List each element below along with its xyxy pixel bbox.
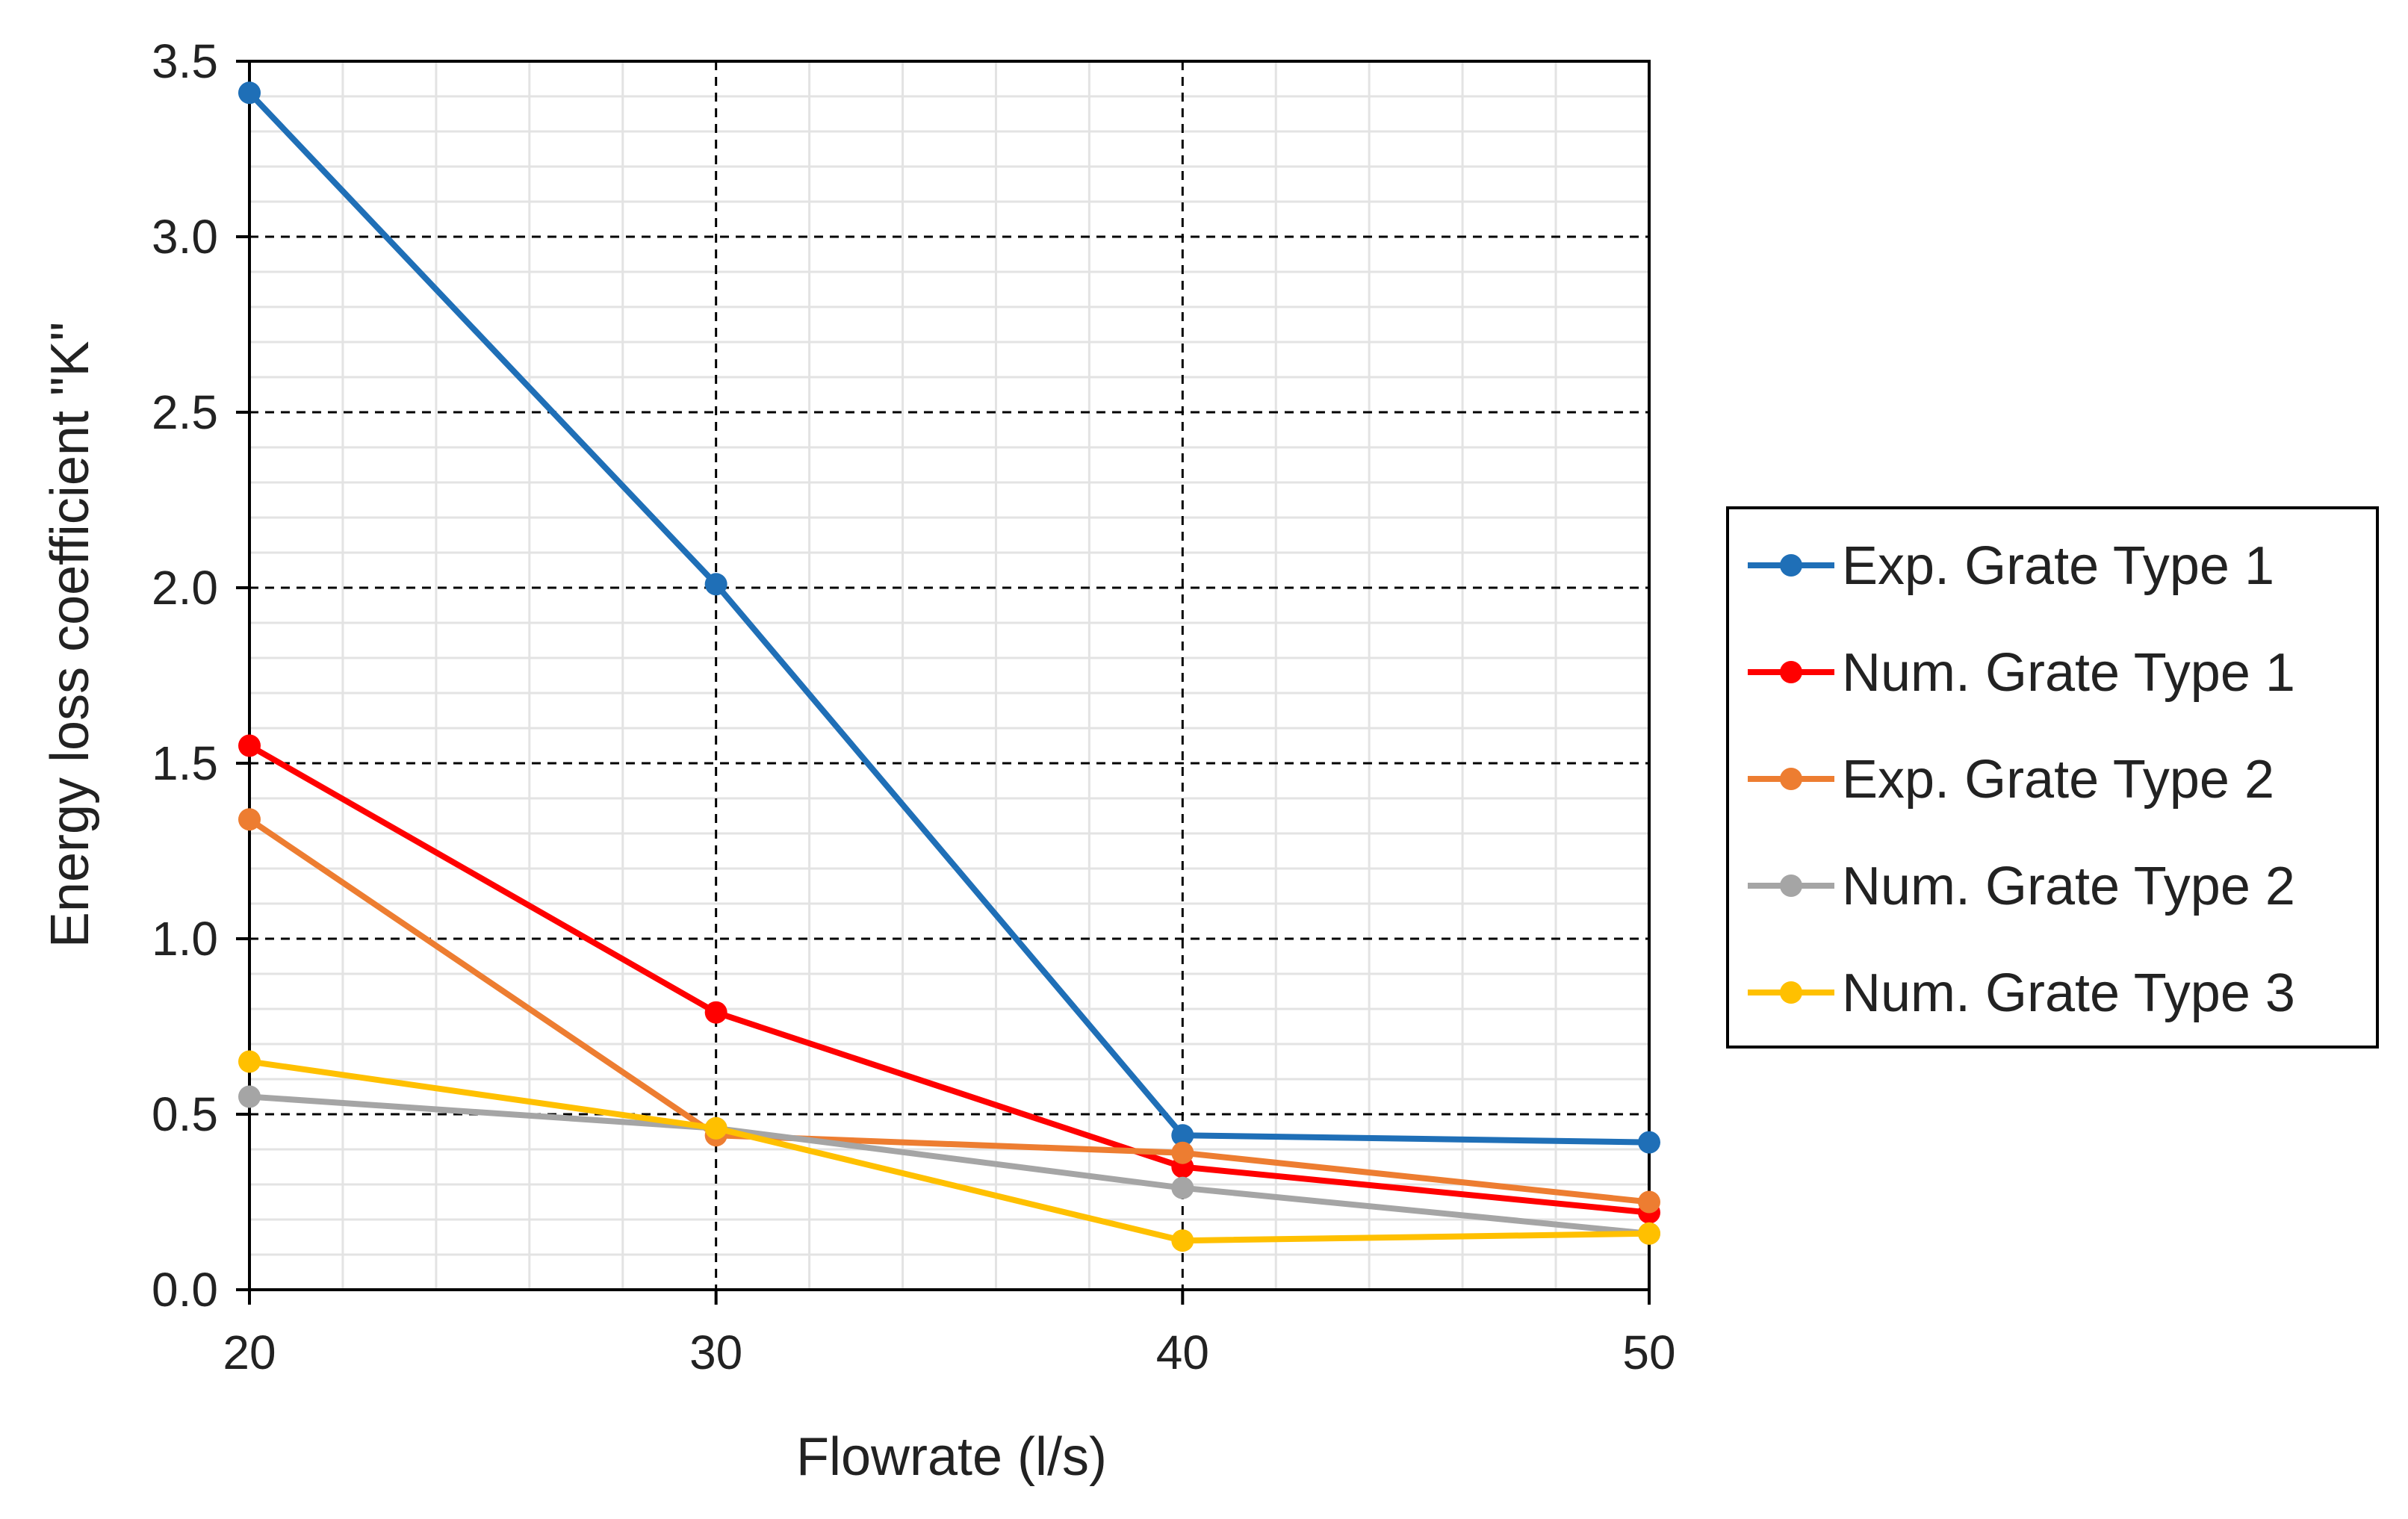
plot-area-border [248, 60, 1651, 1291]
legend-marker [1780, 768, 1802, 790]
data-point-num-grate-type-1 [704, 1001, 727, 1024]
legend-label: Num. Grate Type 2 [1842, 857, 2295, 916]
y-tick-label: 3.0 [152, 210, 218, 264]
x-tick-label: 50 [1622, 1326, 1675, 1379]
data-point-num-grate-type-3 [1171, 1229, 1194, 1252]
data-point-exp-grate-type-2 [238, 808, 261, 831]
data-point-exp-grate-type-2 [1171, 1141, 1194, 1164]
y-axis-title: Energy loss coefficient "K" [40, 322, 100, 948]
legend-marker [1780, 554, 1802, 577]
series-line-num-grate-type-2 [249, 1093, 1650, 1237]
series-line-exp-grate-type-1 [247, 90, 1650, 1146]
data-point-exp-grate-type-1 [704, 573, 727, 596]
x-axis-title: Flowrate (l/s) [796, 1427, 1107, 1487]
series-line-num-grate-type-1 [248, 743, 1650, 1216]
y-tick-label: 2.5 [152, 385, 218, 439]
y-tick-label: 1.0 [152, 912, 218, 966]
y-axis-ticks: 0.0 0.5 1.0 1.5 2.0 2.5 3.0 3.5 [152, 34, 249, 1317]
legend-marker [1780, 875, 1802, 897]
legend-marker [1780, 981, 1802, 1004]
legend-label: Exp. Grate Type 1 [1842, 536, 2274, 596]
data-point-num-grate-type-1 [238, 734, 261, 757]
legend-box [1726, 506, 2379, 1049]
legend-item: Exp. Grate Type 2 [1748, 750, 2274, 810]
major-grid [249, 61, 1649, 1290]
y-tick-label: 1.5 [152, 736, 218, 790]
x-axis-ticks: 20 30 40 50 [223, 1290, 1676, 1379]
legend-label: Num. Grate Type 1 [1842, 643, 2295, 703]
series-layer [238, 81, 1660, 1252]
y-tick-label: 0.0 [152, 1263, 218, 1317]
y-tick-label: 2.0 [152, 561, 218, 615]
data-point-exp-grate-type-1 [238, 81, 261, 105]
x-tick-label: 30 [689, 1326, 742, 1379]
legend-item: Num. Grate Type 2 [1748, 857, 2295, 916]
legend-marker [1780, 661, 1802, 683]
legend-item: Exp. Grate Type 1 [1748, 536, 2274, 596]
data-point-exp-grate-type-2 [1638, 1190, 1660, 1214]
y-tick-label: 3.5 [152, 34, 218, 88]
data-point-exp-grate-type-1 [1638, 1131, 1660, 1154]
legend-label: Exp. Grate Type 2 [1842, 750, 2274, 810]
legend: Exp. Grate Type 1 Num. Grate Type 1 Exp. G… [1726, 506, 2379, 1049]
data-point-num-grate-type-3 [238, 1050, 261, 1073]
data-point-num-grate-type-3 [704, 1116, 727, 1140]
legend-item: Num. Grate Type 1 [1748, 643, 2295, 703]
data-point-num-grate-type-2 [238, 1085, 261, 1108]
x-tick-label: 20 [223, 1326, 276, 1379]
x-tick-label: 40 [1156, 1326, 1209, 1379]
y-tick-label: 0.5 [152, 1087, 218, 1141]
minor-grid [249, 61, 1649, 1290]
legend-label: Num. Grate Type 3 [1842, 963, 2295, 1023]
series-num-grate-type-3 [238, 1050, 1660, 1252]
data-point-num-grate-type-2 [1171, 1176, 1194, 1199]
series-line-num-grate-type-3 [249, 1058, 1650, 1244]
series-line-exp-grate-type-2 [247, 816, 1650, 1205]
legend-item: Num. Grate Type 3 [1748, 963, 2295, 1023]
data-point-num-grate-type-3 [1638, 1222, 1660, 1245]
data-point-exp-grate-type-1 [1171, 1124, 1194, 1147]
series-exp-grate-type-1 [238, 81, 1660, 1154]
